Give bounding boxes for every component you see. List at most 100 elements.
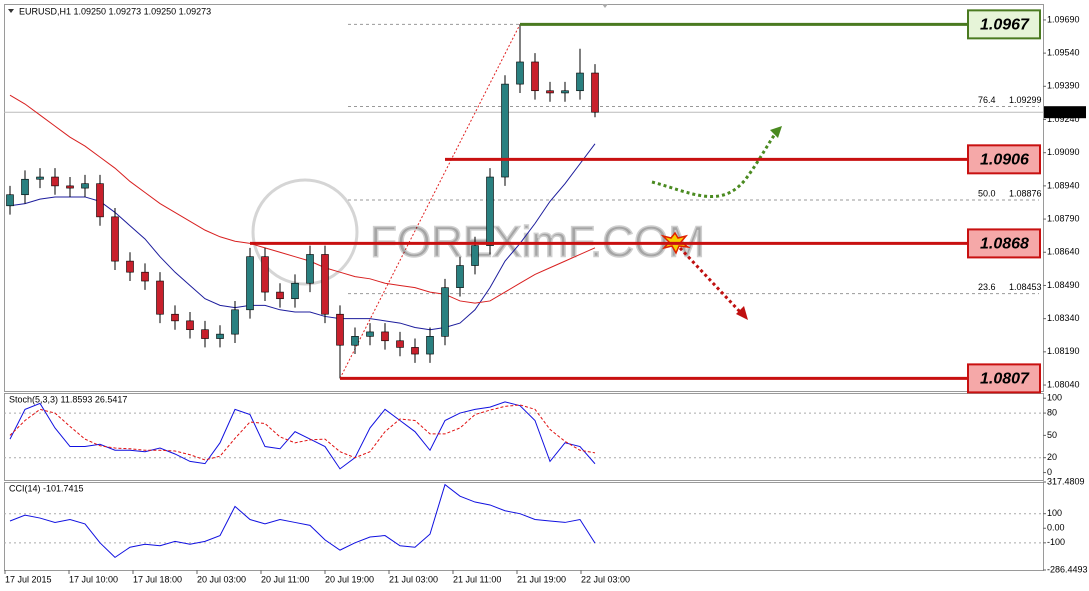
fibo-price-label: 1.08453 <box>1009 282 1042 292</box>
cci-title: CCI(14) -101.7415 <box>9 483 84 493</box>
candle-body <box>216 333 224 339</box>
candle-body <box>36 176 44 180</box>
candle-body <box>6 194 14 207</box>
y-tick-label: 100 <box>1047 508 1062 518</box>
x-tick-label: 17 Jul 2015 <box>5 574 52 584</box>
x-tick-label: 22 Jul 03:00 <box>581 574 630 584</box>
candle-body <box>516 61 524 85</box>
candle-body <box>456 265 464 288</box>
y-tick-label: 1.09240 <box>1047 114 1080 124</box>
candle-body <box>96 183 104 218</box>
x-tick-label: 20 Jul 19:00 <box>325 574 374 584</box>
x-tick-label: 17 Jul 10:00 <box>69 574 118 584</box>
cci-pane <box>4 482 1044 571</box>
indicator-line <box>9 483 596 559</box>
stoch-pane <box>4 393 1044 481</box>
level-box <box>967 144 1041 175</box>
menu-arrow[interactable] <box>8 9 14 13</box>
level-box <box>967 228 1041 259</box>
candle-body <box>291 282 299 300</box>
candle-body <box>126 260 134 273</box>
bullish-arrowhead <box>770 126 782 138</box>
candle-body <box>171 313 179 322</box>
candle-body <box>81 183 89 189</box>
fibo-level-label: 23.6 <box>978 282 996 292</box>
level-label: 1.0906 <box>980 152 1029 169</box>
current-price-box <box>1044 106 1086 119</box>
candle-body <box>546 90 554 94</box>
y-tick-label: 1.08640 <box>1047 247 1080 257</box>
main-pane <box>4 4 1044 392</box>
y-tick-label: -286.4493 <box>1047 564 1088 574</box>
shift-marker <box>602 4 608 8</box>
fibo-level-label: 50.0 <box>978 188 996 198</box>
moving-average <box>9 94 596 304</box>
level-label: 1.0967 <box>980 17 1030 34</box>
candle-body <box>306 254 314 284</box>
candle-body <box>321 254 329 315</box>
candle-body <box>66 185 74 189</box>
candle-body <box>21 178 29 196</box>
candle-body <box>396 340 404 348</box>
stoch-title: Stoch(5,3,3) 11.8593 26.5417 <box>9 394 127 404</box>
y-tick-label: 1.08040 <box>1047 379 1080 389</box>
candle-body <box>561 90 569 94</box>
x-tick-label: 21 Jul 11:00 <box>453 574 501 584</box>
fibo-level-label: 76.4 <box>978 95 996 105</box>
candle-body <box>141 271 149 282</box>
indicator-line <box>9 401 596 470</box>
level-box <box>967 9 1041 40</box>
y-tick-label: 100 <box>1047 393 1062 403</box>
y-tick-label: 80 <box>1047 407 1057 417</box>
candle-body <box>276 291 284 300</box>
candle-body <box>201 329 209 339</box>
x-tick-label: 17 Jul 18:00 <box>133 574 182 584</box>
candle-body <box>501 83 509 178</box>
candle-body <box>111 216 119 262</box>
candle-body <box>366 331 374 337</box>
candle-body <box>156 280 164 315</box>
candle-body <box>351 336 359 346</box>
x-tick-label: 20 Jul 11:00 <box>261 574 309 584</box>
candle-body <box>51 176 59 187</box>
moving-average <box>9 143 596 331</box>
y-tick-label: 1.08490 <box>1047 280 1080 290</box>
x-tick-label: 21 Jul 19:00 <box>517 574 566 584</box>
candle-body <box>441 287 449 337</box>
candle-body <box>336 313 344 346</box>
main-title: EURUSD,H1 1.09250 1.09273 1.09250 1.0927… <box>19 6 211 16</box>
y-tick-label: 0 <box>1047 467 1052 477</box>
y-tick-label: 1.09540 <box>1047 47 1080 57</box>
y-tick-label: 1.09090 <box>1047 147 1080 157</box>
x-tick-label: 20 Jul 03:00 <box>197 574 246 584</box>
bearish-arrowhead <box>736 306 748 320</box>
y-tick-label: 1.08190 <box>1047 346 1080 356</box>
candle-body <box>411 347 419 355</box>
y-tick-label: 1.08340 <box>1047 313 1080 323</box>
candle-body <box>426 336 434 355</box>
y-tick-label: 1.09690 <box>1047 14 1080 24</box>
current-price-label: 1.09273 <box>1047 107 1080 117</box>
y-tick-label: 1.08790 <box>1047 213 1080 223</box>
indicator-line <box>9 404 596 461</box>
fibo-price-label: 1.08876 <box>1009 188 1042 198</box>
level-label: 1.0868 <box>980 236 1029 253</box>
candle-body <box>231 309 239 335</box>
candle-body <box>531 61 539 92</box>
y-tick-label: 50 <box>1047 430 1057 440</box>
candle-body <box>246 256 254 311</box>
fibo-price-label: 1.09299 <box>1009 95 1042 105</box>
y-tick-label: 0.00 <box>1047 523 1065 533</box>
candle-body <box>486 176 494 246</box>
candle-body <box>591 72 599 113</box>
candle-body <box>261 256 269 293</box>
candle-body <box>576 72 584 92</box>
candle-body <box>381 331 389 342</box>
level-label: 1.0807 <box>980 371 1030 388</box>
y-tick-label: 20 <box>1047 452 1057 462</box>
y-tick-label: 1.09390 <box>1047 81 1080 91</box>
x-tick-label: 21 Jul 03:00 <box>389 574 438 584</box>
